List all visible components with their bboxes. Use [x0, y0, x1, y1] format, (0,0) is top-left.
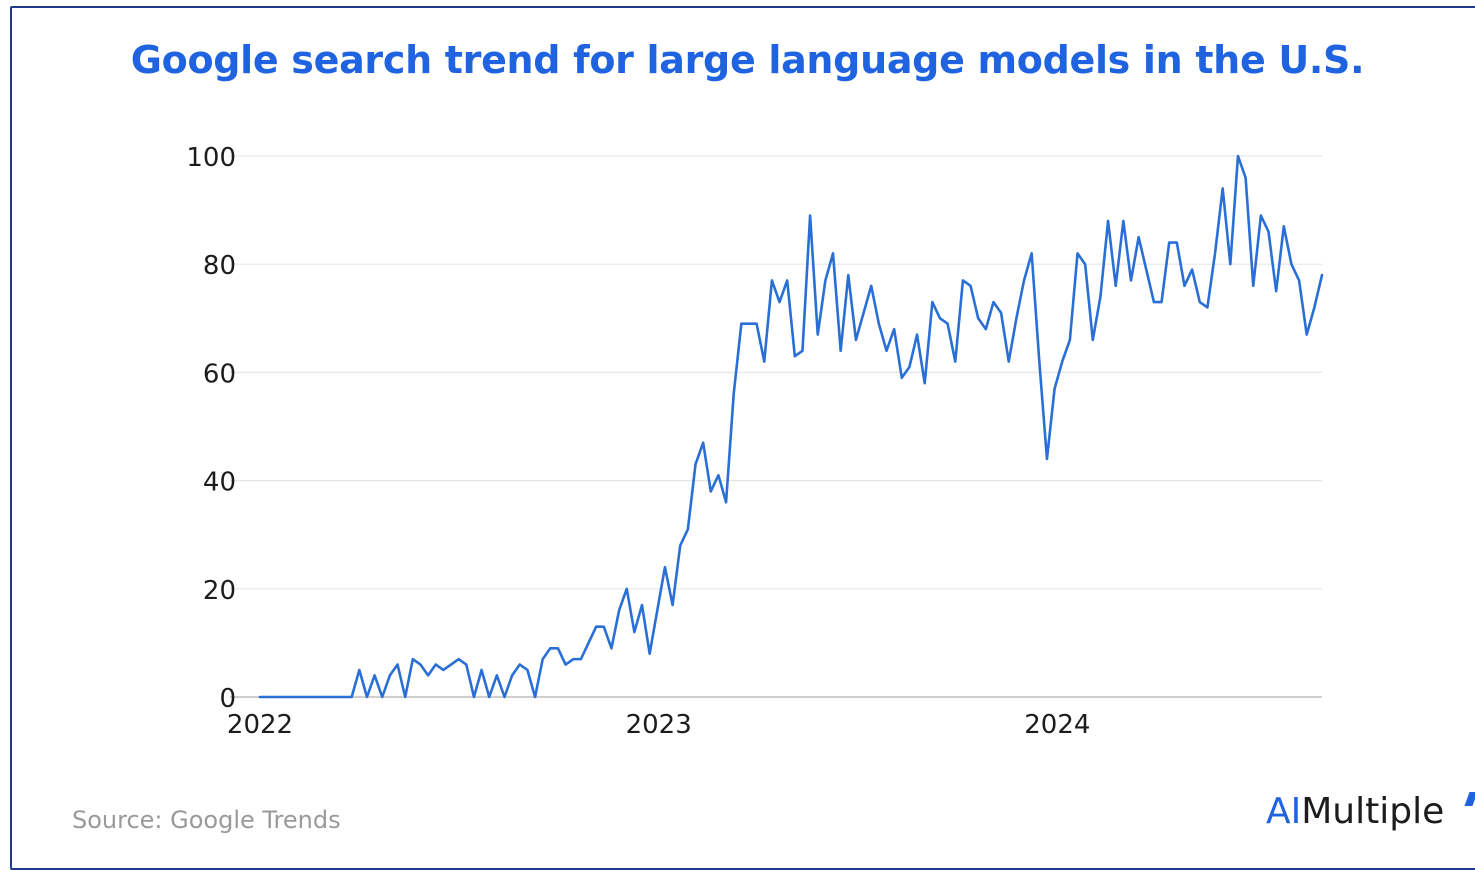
y-tick-label-60: 60: [203, 359, 236, 389]
y-tick-label-20: 20: [203, 576, 236, 606]
x-tick-label-2022: 2022: [227, 710, 293, 740]
logo-multiple-text: Multiple: [1301, 791, 1445, 832]
source-note: Source: Google Trends: [72, 806, 341, 834]
y-tick-label-100: 100: [186, 143, 236, 173]
y-tick-label-0: 0: [219, 684, 236, 714]
line-chart: 0 20 40 60 80 100 2022 2023 2024: [186, 143, 1324, 740]
chart-card: [10, 6, 1475, 870]
series-group: [258, 154, 1324, 699]
logo-ai-text: AI: [1266, 791, 1302, 832]
series-line: [258, 154, 1324, 699]
x-axis-ticks: 2022 2023 2024: [227, 710, 1091, 740]
gridlines: [230, 155, 1322, 698]
y-tick-label-80: 80: [203, 251, 236, 281]
aimultiple-logo: AIMultiple: [1266, 791, 1475, 832]
chart-title: Google search trend for large language m…: [130, 38, 1365, 82]
y-axis-ticks: 0 20 40 60 80 100: [186, 143, 236, 714]
y-tick-label-40: 40: [203, 468, 236, 498]
x-tick-label-2024: 2024: [1024, 710, 1090, 740]
x-tick-label-2023: 2023: [626, 710, 692, 740]
